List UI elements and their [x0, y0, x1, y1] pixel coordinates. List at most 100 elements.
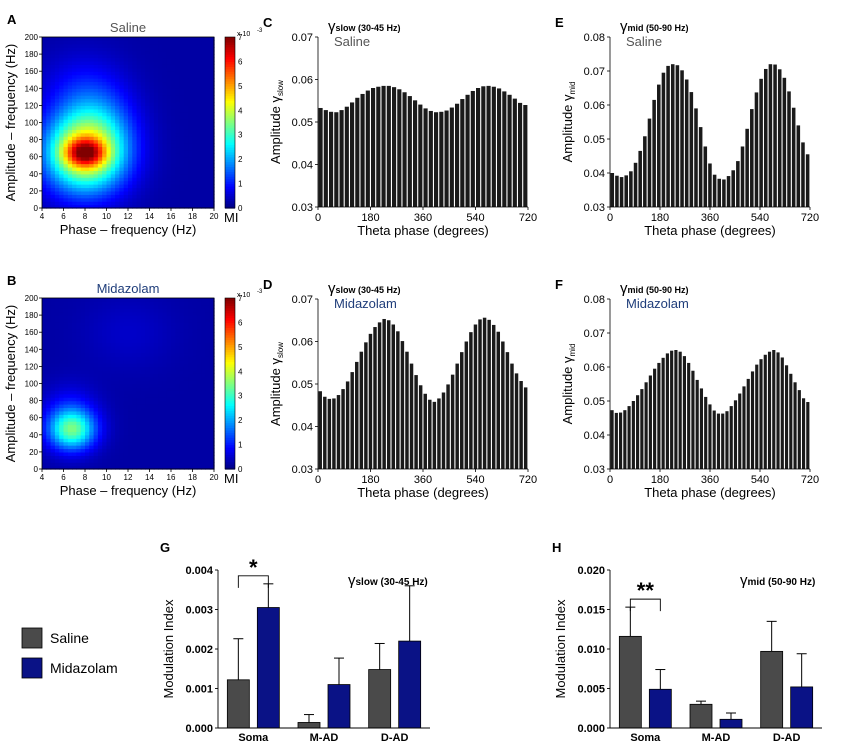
phase-bar [355, 361, 359, 469]
heatmap-cell [80, 404, 86, 409]
heatmap-cell [89, 438, 95, 443]
heatmap-cell [72, 54, 77, 59]
heatmap-cell [166, 339, 172, 344]
heatmap-cell [175, 177, 181, 182]
heatmap-cell [140, 60, 146, 65]
heatmap-cell [50, 184, 56, 189]
y-tick-label: 160 [25, 328, 39, 337]
heatmap-cell [106, 376, 112, 381]
heatmap-cell [54, 465, 60, 470]
heatmap-cell [72, 393, 77, 398]
heatmap-cell [183, 345, 189, 350]
heatmap-cell [76, 458, 82, 463]
heatmap-cell [140, 352, 146, 357]
significance-marker: ** [637, 578, 655, 603]
y-tick-label: 0.002 [185, 644, 213, 656]
x-tick-label: 16 [167, 212, 176, 221]
heatmap-cell [102, 187, 108, 192]
heatmap-cell [158, 390, 163, 395]
heatmap-cell [54, 81, 60, 86]
heatmap-cell [97, 54, 103, 59]
heatmap-cell [201, 315, 206, 320]
heatmap-cell [85, 362, 90, 367]
heatmap-cell [59, 311, 65, 316]
heatmap-cell [76, 170, 82, 175]
heatmap-cell [166, 345, 172, 350]
heatmap-cell [110, 424, 116, 429]
heatmap-cell [136, 166, 142, 171]
heatmap-cell [171, 160, 176, 165]
phase-bar [409, 363, 414, 469]
heatmap-cell [54, 325, 60, 330]
heatmap-cell [153, 362, 159, 367]
heatmap-cell [50, 462, 56, 467]
colorbar-step [225, 56, 235, 60]
heatmap-cell [115, 373, 120, 378]
heatmap-cell [106, 349, 112, 354]
heatmap-cell [42, 304, 47, 309]
y-axis-label: Modulation Index [161, 599, 176, 699]
heatmap-cell [158, 332, 163, 337]
heatmap-cell [42, 356, 47, 361]
heatmap-cell [50, 362, 56, 367]
heatmap-cell [209, 57, 215, 62]
heatmap-cell [72, 177, 77, 182]
heatmap-cell [85, 50, 90, 55]
heatmap-cell [80, 431, 86, 436]
heatmap-cell [201, 125, 206, 130]
heatmap-cell [42, 91, 47, 96]
heatmap-cell [149, 122, 155, 127]
heatmap-cell [145, 407, 151, 412]
heatmap-cell [196, 64, 202, 69]
heatmap-cell [166, 91, 172, 96]
heatmap-cell [89, 362, 95, 367]
heatmap-cell [46, 448, 52, 453]
heatmap-cell [175, 311, 181, 316]
heatmap-cell [85, 427, 90, 432]
histogram-panel-e: 0.030.040.050.060.070.080 180 360 540 720The… [555, 15, 819, 238]
heatmap-cell [149, 349, 155, 354]
heatmap-cell [42, 383, 47, 388]
heatmap-cell [102, 43, 108, 48]
heatmap-cell [115, 335, 120, 340]
heatmap-cell [110, 427, 116, 432]
heatmap-cell [72, 98, 77, 103]
heatmap-cell [209, 173, 215, 178]
heatmap-cell [59, 160, 65, 165]
heatmap-cell [205, 57, 211, 62]
heatmap-cell [115, 315, 120, 320]
y-tick-label: 80 [29, 397, 38, 406]
heatmap-cell [106, 318, 112, 323]
heatmap-cell [67, 187, 73, 192]
heatmap-cell [89, 404, 95, 409]
heatmap-cell [205, 98, 211, 103]
heatmap-cell [153, 311, 159, 316]
heatmap-cell [123, 393, 129, 398]
y-axis-label: Amplitude γslow [268, 342, 285, 426]
heatmap-cell [140, 139, 146, 144]
heatmap-cell [123, 57, 129, 62]
heatmap-cell [179, 153, 185, 158]
heatmap-cell [209, 180, 215, 185]
heatmap-cell [89, 417, 95, 422]
heatmap-cell [188, 465, 194, 470]
heatmap-cell [85, 417, 90, 422]
heatmap-cell [192, 311, 198, 316]
heatmap-cell [63, 122, 69, 127]
heatmap-cell [54, 352, 60, 357]
heatmap-cell [179, 356, 185, 361]
heatmap-cell [183, 122, 189, 127]
heatmap-cell [132, 421, 138, 426]
heatmap-cell [136, 204, 142, 209]
heatmap-cell [162, 184, 168, 189]
heatmap-cell [179, 407, 185, 412]
heatmap-cell [106, 149, 112, 154]
colorbar-tick-label: 7 [238, 294, 243, 303]
heatmap-cell [89, 143, 95, 148]
heatmap-cell [72, 383, 77, 388]
heatmap-cell [171, 91, 176, 96]
heatmap-cell [162, 180, 168, 185]
heatmap-cell [158, 201, 163, 206]
phase-bar [373, 327, 377, 469]
